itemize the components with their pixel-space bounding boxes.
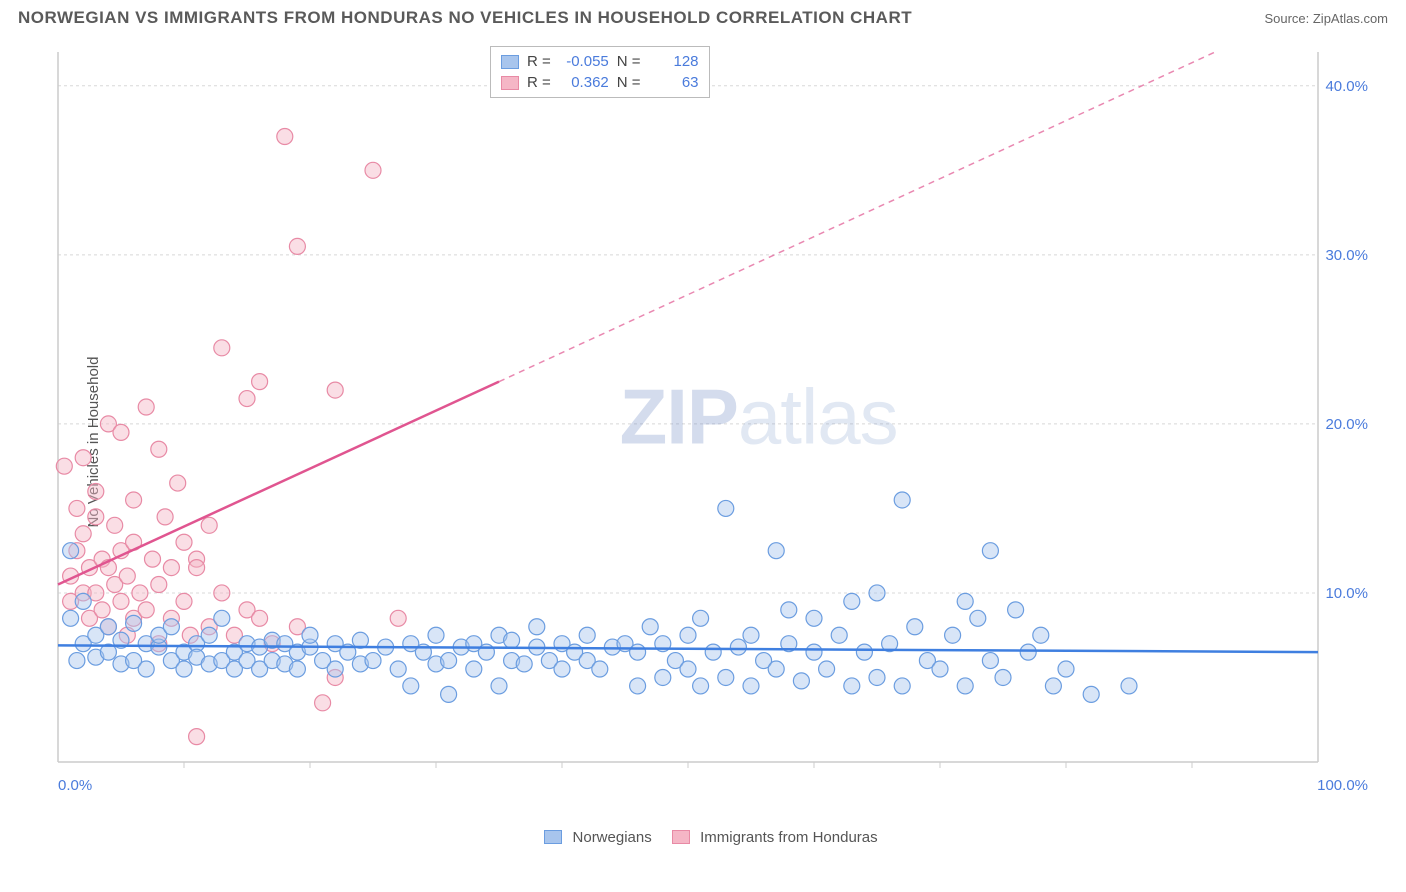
swatch-series-2: [501, 76, 519, 90]
source-label: Source: ZipAtlas.com: [1264, 11, 1388, 26]
bottom-legend: Norwegians Immigrants from Honduras: [0, 829, 1406, 846]
scatter-plot: 10.0% 20.0% 30.0% 40.0% 0.0% 100.0%: [48, 42, 1388, 812]
svg-text:10.0%: 10.0%: [1325, 585, 1368, 602]
svg-text:100.0%: 100.0%: [1317, 777, 1368, 794]
chart-title: NORWEGIAN VS IMMIGRANTS FROM HONDURAS NO…: [18, 8, 912, 28]
chart-area: No Vehicles in Household 10.0%20.0%30.0%…: [0, 32, 1406, 852]
stats-legend: R = -0.055 N = 128 R = 0.362 N = 63: [490, 46, 710, 98]
swatch-series-1-icon: [544, 830, 562, 844]
svg-text:40.0%: 40.0%: [1325, 78, 1368, 95]
swatch-series-2-icon: [672, 830, 690, 844]
svg-text:30.0%: 30.0%: [1325, 247, 1368, 264]
svg-text:0.0%: 0.0%: [58, 777, 92, 794]
svg-text:20.0%: 20.0%: [1325, 416, 1368, 433]
swatch-series-1: [501, 55, 519, 69]
